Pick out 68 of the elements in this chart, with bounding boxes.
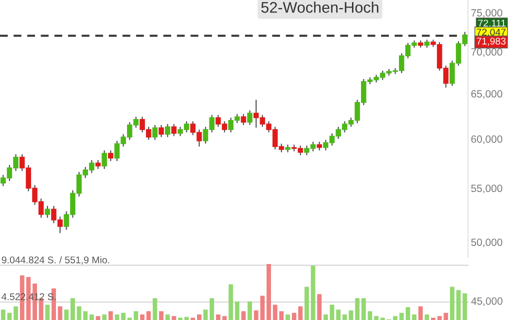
bar — [393, 316, 398, 320]
bar — [102, 314, 107, 320]
bar — [172, 316, 176, 320]
bar — [412, 314, 416, 320]
bar — [456, 290, 461, 320]
bar — [330, 304, 334, 320]
candlestick — [158, 124, 164, 138]
bar — [184, 316, 189, 320]
y-tick-label: 50,000 — [471, 238, 502, 248]
bar — [140, 314, 145, 320]
bar — [418, 306, 423, 320]
bar — [361, 298, 366, 320]
bar — [152, 298, 158, 320]
y-tick-label: 70,000 — [471, 48, 502, 57]
candlestick — [44, 205, 50, 218]
candlestick — [164, 123, 170, 138]
y-tick-label: 75,000 — [471, 9, 502, 18]
text: 72,111 — [478, 20, 506, 28]
bar — [248, 301, 252, 320]
bar — [304, 286, 309, 320]
bar — [64, 310, 69, 320]
bar — [114, 314, 120, 320]
candlestick — [171, 123, 177, 137]
bar — [266, 264, 271, 320]
bar — [462, 293, 468, 320]
bar — [234, 301, 240, 320]
bar — [70, 298, 75, 320]
bar — [286, 314, 290, 320]
text: 45,000 — [471, 297, 502, 306]
bar — [197, 314, 202, 320]
bar — [374, 316, 379, 320]
bar — [424, 314, 430, 320]
bar — [228, 284, 234, 320]
bar — [14, 306, 18, 320]
candlestick — [102, 150, 107, 170]
y-tick-label: 65,000 — [471, 90, 502, 99]
bar — [323, 314, 328, 320]
bar — [342, 314, 347, 320]
bar — [368, 311, 372, 320]
bar — [450, 286, 454, 320]
ref-line-label: 52-Wochen-Hoch — [261, 2, 378, 13]
text: 72,047 — [476, 28, 506, 37]
bar — [317, 294, 322, 320]
bar — [336, 310, 341, 320]
bar — [121, 312, 126, 320]
bar — [310, 266, 316, 320]
bar — [45, 304, 50, 320]
ref-line-label: 9.044.824 S. / 551,9 Mio. — [2, 256, 110, 265]
bar — [146, 311, 151, 320]
bar — [355, 298, 360, 320]
y-tick-label: 55,000 — [471, 184, 502, 194]
bar — [222, 316, 227, 320]
bar — [165, 314, 170, 320]
bar — [89, 314, 94, 320]
candlestick — [247, 110, 252, 126]
bar — [96, 316, 100, 320]
candlestick — [240, 113, 246, 126]
bar — [216, 314, 220, 320]
bar — [108, 311, 113, 320]
bar — [159, 311, 164, 320]
bar — [58, 306, 62, 320]
bar — [241, 311, 246, 320]
candlestick — [152, 124, 158, 140]
candlestick — [108, 150, 114, 162]
y-tick-label: 60,000 — [471, 135, 502, 144]
bar — [0, 310, 6, 320]
bar — [134, 311, 138, 320]
text: 71,983 — [476, 38, 506, 46]
